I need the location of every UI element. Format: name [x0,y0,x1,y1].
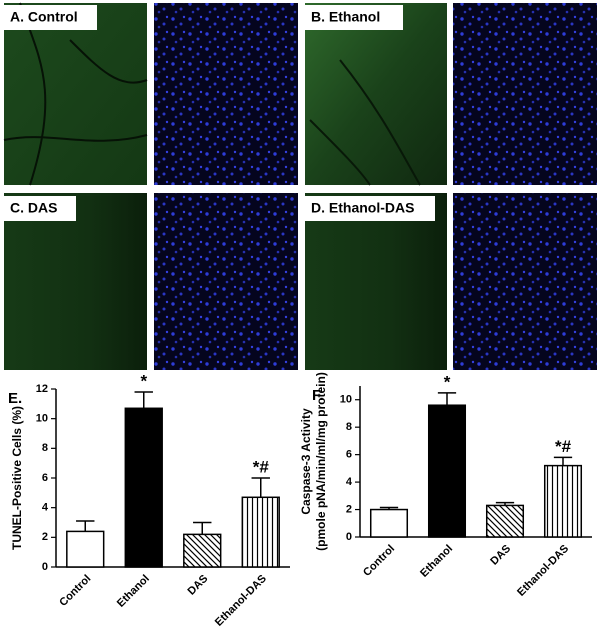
panel-label: C. DAS [10,200,57,216]
y-tick-label: 4 [346,476,353,488]
x-tick-label: DAS [488,543,513,568]
y-tick-label: 0 [42,561,48,573]
y-tick-label: 10 [36,413,48,425]
micrograph [453,3,597,185]
y-tick-label: 2 [42,531,48,543]
annotation: *# [253,457,270,476]
micrograph [4,193,147,370]
y-axis-label: Caspase-3 Activity [299,408,313,515]
y-tick-label: 2 [346,503,352,515]
micrograph [154,193,298,370]
x-tick-label: Ethanol-DAS [213,573,269,629]
micrograph [305,3,447,185]
x-tick-label: Control [57,573,93,609]
bar [241,496,280,568]
y-tick-label: 8 [346,421,352,433]
x-tick-label: Ethanol [115,573,152,610]
annotation: * [444,372,451,391]
y-tick-label: 10 [340,394,352,406]
x-tick-label: Ethanol [418,543,455,580]
micrograph [154,3,298,185]
bar [124,407,163,568]
x-tick-label: Control [361,543,397,579]
y-axis-label: TUNEL-Positive Cells (%) [10,406,24,550]
y-tick-label: 4 [42,502,49,514]
panel-label: B. Ethanol [311,9,380,25]
bar [427,404,467,538]
micrograph [4,3,147,185]
bar [183,533,222,568]
y-tick-label: 8 [42,442,48,454]
y-tick-label: 6 [346,449,352,461]
x-tick-label: Ethanol-DAS [515,543,571,599]
x-tick-label: DAS [186,573,211,598]
panel-title: F. [312,387,324,404]
y-tick-label: 6 [42,472,48,484]
panel-label: A. Control [10,9,78,25]
micrographs: A. Control B. Ethanol C. DAS D. Ethanol-… [3,2,597,370]
micrograph [305,193,447,370]
y-axis-label: (pmole pNA/min/ml/mg protein) [314,372,328,551]
panel-title: E. [8,390,22,407]
y-tick-label: 0 [346,531,352,543]
y-tick-label: 12 [36,383,48,395]
bar [369,508,409,538]
bar [66,530,105,568]
panel-label: D. Ethanol-DAS [311,200,414,216]
bar [543,464,583,538]
annotation: * [140,371,147,390]
bar [485,504,525,538]
micrograph [453,193,597,370]
annotation: *# [555,437,572,456]
